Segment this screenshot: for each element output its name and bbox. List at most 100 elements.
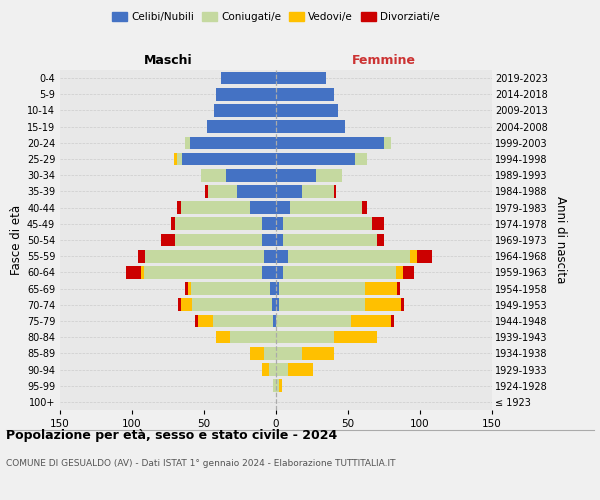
Bar <box>283 218 373 230</box>
Bar <box>126 266 140 278</box>
Bar <box>208 185 237 198</box>
Bar <box>276 250 287 262</box>
Bar <box>276 202 290 214</box>
Bar <box>176 152 182 166</box>
Bar <box>188 282 191 295</box>
Bar <box>276 136 384 149</box>
Bar <box>276 363 287 376</box>
Bar <box>181 202 250 214</box>
Bar <box>384 136 391 149</box>
Bar <box>201 169 226 181</box>
Bar <box>276 120 345 133</box>
Bar <box>351 314 391 328</box>
Bar <box>334 331 377 344</box>
Bar <box>185 282 188 295</box>
Bar <box>190 136 276 149</box>
Bar <box>272 298 276 311</box>
Bar <box>226 169 276 181</box>
Bar <box>198 314 212 328</box>
Bar <box>273 380 276 392</box>
Bar <box>279 298 365 311</box>
Bar <box>276 380 279 392</box>
Bar <box>175 218 262 230</box>
Bar <box>176 202 181 214</box>
Bar <box>215 88 276 101</box>
Bar <box>265 347 276 360</box>
Bar <box>276 331 334 344</box>
Text: COMUNE DI GESUALDO (AV) - Dati ISTAT 1° gennaio 2024 - Elaborazione TUTTITALIA.I: COMUNE DI GESUALDO (AV) - Dati ISTAT 1° … <box>6 458 395 468</box>
Bar <box>276 218 283 230</box>
Bar <box>276 152 355 166</box>
Bar <box>276 169 316 181</box>
Bar <box>276 314 351 328</box>
Bar <box>276 104 338 117</box>
Bar <box>215 331 230 344</box>
Bar <box>196 314 198 328</box>
Bar <box>276 282 279 295</box>
Bar <box>391 314 394 328</box>
Bar <box>250 202 276 214</box>
Bar <box>181 298 193 311</box>
Bar <box>276 347 302 360</box>
Bar <box>401 298 404 311</box>
Bar <box>212 314 273 328</box>
Y-axis label: Anni di nascita: Anni di nascita <box>554 196 567 284</box>
Bar <box>262 218 276 230</box>
Bar <box>205 185 208 198</box>
Legend: Celibi/Nubili, Coniugati/e, Vedovi/e, Divorziati/e: Celibi/Nubili, Coniugati/e, Vedovi/e, Di… <box>108 8 444 26</box>
Bar <box>417 250 431 262</box>
Bar <box>145 250 265 262</box>
Bar <box>174 152 176 166</box>
Bar <box>276 185 302 198</box>
Bar <box>302 347 334 360</box>
Bar <box>365 282 397 295</box>
Bar <box>373 218 384 230</box>
Bar <box>250 347 265 360</box>
Bar <box>316 169 342 181</box>
Bar <box>193 298 272 311</box>
Bar <box>230 331 276 344</box>
Bar <box>237 185 276 198</box>
Bar <box>287 363 313 376</box>
Bar <box>403 266 414 278</box>
Bar <box>140 266 143 278</box>
Bar <box>395 266 403 278</box>
Bar <box>262 266 276 278</box>
Bar <box>362 202 367 214</box>
Bar <box>287 250 410 262</box>
Bar <box>276 298 279 311</box>
Bar <box>214 104 276 117</box>
Bar <box>221 72 276 85</box>
Bar <box>262 234 276 246</box>
Bar <box>182 152 276 166</box>
Bar <box>276 266 283 278</box>
Bar <box>290 202 362 214</box>
Text: Femmine: Femmine <box>352 54 416 67</box>
Bar <box>171 218 175 230</box>
Bar <box>143 266 262 278</box>
Bar <box>377 234 384 246</box>
Bar <box>178 298 181 311</box>
Bar <box>283 266 395 278</box>
Bar <box>279 380 282 392</box>
Bar <box>273 314 276 328</box>
Bar <box>276 88 334 101</box>
Bar <box>355 152 367 166</box>
Bar <box>276 72 326 85</box>
Bar <box>138 250 145 262</box>
Bar <box>175 234 262 246</box>
Bar <box>283 234 377 246</box>
Bar <box>265 250 276 262</box>
Text: Popolazione per età, sesso e stato civile - 2024: Popolazione per età, sesso e stato civil… <box>6 430 337 442</box>
Bar <box>262 363 269 376</box>
Bar <box>279 282 365 295</box>
Bar <box>207 120 276 133</box>
Bar <box>397 282 400 295</box>
Bar <box>276 234 283 246</box>
Bar <box>365 298 401 311</box>
Text: Maschi: Maschi <box>143 54 193 67</box>
Bar <box>161 234 175 246</box>
Bar <box>270 282 276 295</box>
Y-axis label: Fasce di età: Fasce di età <box>10 205 23 275</box>
Bar <box>269 363 276 376</box>
